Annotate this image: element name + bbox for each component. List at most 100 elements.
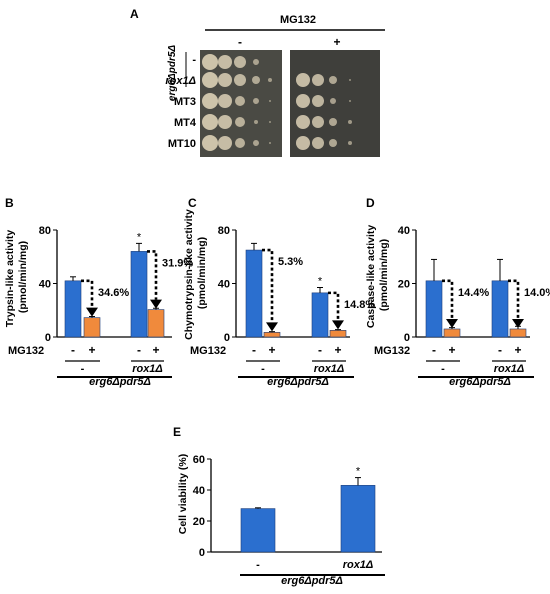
panel-a: A MG132 - + erg6Δpdr5Δ - rox1Δ MT3 MT4 M…: [130, 7, 385, 157]
panel-a-letter: A: [130, 7, 139, 21]
colony-spot: [349, 100, 351, 102]
panel-d-mg132-label: MG132: [374, 345, 410, 357]
panel-b-letter: B: [5, 196, 14, 210]
colony-spot: [348, 141, 352, 145]
colony-spot: [234, 74, 246, 86]
plate-minus-label: -: [238, 35, 242, 49]
colony-spot: [235, 117, 245, 127]
colony-spot: [218, 115, 232, 129]
panel-c-ylabel: Chymotrypsin-like activity (pmol/min/mg): [183, 206, 208, 340]
panel-b-ylabel-2: (pmol/min/mg): [17, 241, 29, 313]
panel-d-bar: [443, 328, 461, 338]
plate-plus-label: +: [333, 35, 340, 49]
colony-spot: [312, 74, 324, 86]
colony-spot: [349, 79, 351, 81]
colony-spot: [296, 73, 310, 87]
panel-b-significance-star: *: [137, 231, 142, 243]
colony-spot: [202, 114, 218, 130]
panel-e-ytick-label: 60: [193, 454, 205, 466]
panel-d-ytick-label: 20: [398, 279, 410, 291]
panel-e-category-label: rox1Δ: [343, 559, 374, 571]
plate-row-5-label: MT10: [168, 138, 196, 150]
plate-row-2-label: rox1Δ: [165, 75, 196, 87]
panel-d-ytick-label: 40: [398, 225, 410, 237]
panel-c-letter: C: [188, 196, 197, 210]
panel-b: B Trypsin-like activity (pmol/min/mg) 0 4…: [4, 196, 193, 388]
panel-b-mg132-sign: +: [152, 343, 159, 357]
panel-b-bar: [130, 251, 148, 338]
plate-row-4-label: MT4: [174, 117, 197, 129]
plate-row-3-label: MT3: [174, 96, 196, 108]
colony-spot: [269, 100, 271, 102]
panel-b-percent-label: 31.9%: [162, 257, 193, 269]
panel-c-bar: [329, 330, 347, 338]
panel-b-reduction-arrow: [81, 279, 94, 308]
colony-spot: [218, 73, 232, 87]
panel-d-bar: [509, 328, 527, 338]
panel-b-arrowhead: [86, 307, 98, 317]
panel-d-mg132-sign: +: [448, 343, 455, 357]
panel-d-group-label: -: [441, 363, 445, 375]
colony-spot: [330, 98, 336, 104]
panel-e: E Cell viability (%) 0 20 40 60 - rox1Δ * erg6…: [173, 425, 385, 587]
panel-b-reduction-arrow: [147, 250, 158, 300]
panel-c-mg132-sign: -: [252, 343, 256, 357]
panel-b-mg132-sign: -: [71, 343, 75, 357]
panel-d-ylabel: Caspase-like activity (pmol/min/mg): [365, 222, 390, 328]
panel-e-ylabel: Cell viability (%): [177, 454, 189, 535]
colony-spot: [202, 93, 218, 109]
panel-c-mg132-sign: +: [334, 343, 341, 357]
colony-spot: [329, 139, 337, 147]
panel-c-reduction-arrow: [262, 248, 274, 323]
colony-spot: [202, 135, 218, 151]
panel-b-bar: [147, 309, 165, 338]
panel-d-mg132-sign: +: [514, 343, 521, 357]
panel-c-strain-label: erg6Δpdr5Δ: [267, 376, 329, 388]
panel-c-arrowhead: [266, 322, 278, 332]
panel-e-ytick-label: 0: [199, 547, 205, 559]
colony-spot: [296, 115, 310, 129]
panel-c-bar: [263, 332, 281, 338]
colony-spot: [235, 96, 245, 106]
panel-c-ytick-label: 0: [224, 332, 230, 344]
panel-b-group-label: rox1Δ: [132, 363, 163, 375]
panel-c: C Chymotrypsin-like activity (pmol/min/m…: [183, 196, 375, 388]
colony-spot: [329, 118, 337, 126]
panel-d-ylabel-1: Caspase-like activity: [365, 225, 377, 328]
panel-e-category-label: -: [256, 559, 260, 571]
panel-c-mg132-sign: +: [268, 343, 275, 357]
panel-d-percent-label: 14.0%: [524, 287, 550, 299]
colony-spot: [296, 136, 310, 150]
panel-e-bar: [240, 508, 276, 553]
panel-e-significance-star: *: [356, 466, 361, 478]
panel-b-ytick-label: 80: [39, 225, 51, 237]
plate-row-1-label: -: [192, 54, 196, 66]
panel-b-ytick-label: 40: [39, 279, 51, 291]
panel-e-ytick-label: 20: [193, 516, 205, 528]
panel-b-ylabel-line1: Trypsin-like activity (pmol/min/mg): [4, 227, 29, 327]
panel-b-ylabel-1: Trypsin-like activity: [4, 230, 16, 328]
panel-d-arrowhead: [446, 318, 458, 328]
panel-d-bar: [491, 280, 509, 338]
colony-spot: [348, 120, 352, 124]
panel-c-bar: [311, 292, 329, 338]
panel-c-ytick-label: 40: [218, 279, 230, 291]
panel-b-bar: [64, 280, 82, 338]
panel-e-ytick-label: 40: [193, 485, 205, 497]
panel-b-mg132-sign: -: [137, 343, 141, 357]
panel-c-group-label: rox1Δ: [314, 363, 345, 375]
panel-d-percent-label: 14.4%: [458, 287, 489, 299]
panel-b-group-label: -: [81, 363, 85, 375]
colony-spot: [269, 121, 271, 123]
panel-c-significance-star: *: [318, 276, 323, 288]
colony-spot: [269, 142, 271, 144]
panel-d-ytick-label: 0: [404, 332, 410, 344]
panel-d-group-label: rox1Δ: [494, 363, 525, 375]
panel-b-strain-label: erg6Δpdr5Δ: [89, 376, 151, 388]
colony-spot: [218, 94, 232, 108]
panel-d-strain-label: erg6Δpdr5Δ: [449, 376, 511, 388]
panel-d-mg132-sign: -: [498, 343, 502, 357]
